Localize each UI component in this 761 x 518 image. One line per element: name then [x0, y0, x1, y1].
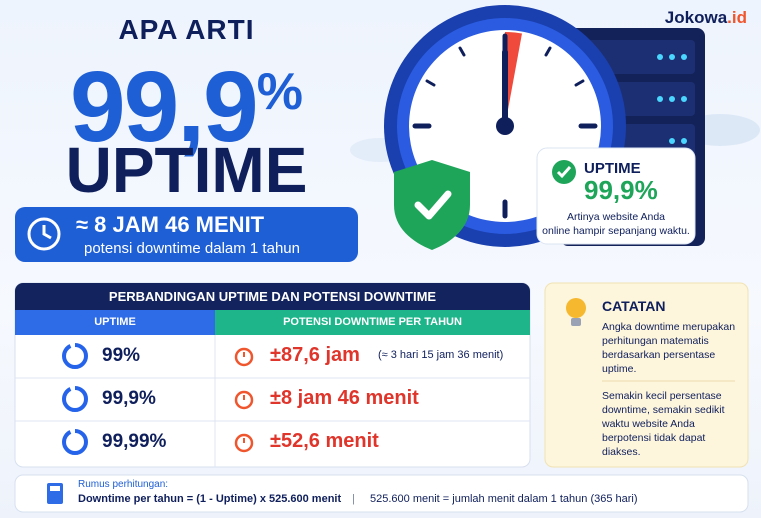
downtime-value: ±8 jam 46 menit — [270, 387, 419, 409]
led — [681, 96, 687, 102]
card-line: online hampir sepanjang waktu. — [542, 225, 690, 237]
led — [657, 96, 663, 102]
formula-explanation: 525.600 menit = jumlah menit dalam 1 tah… — [370, 493, 638, 505]
note-title: CATATAN — [602, 298, 666, 314]
formula-label: Rumus perhitungan: — [78, 479, 169, 490]
row-icons — [62, 343, 254, 455]
note-box — [544, 282, 749, 468]
header-uptime — [15, 310, 215, 335]
bulb-base — [571, 318, 581, 326]
downtime-wedge — [505, 31, 522, 127]
uptime-ring — [62, 386, 88, 412]
timer-icon — [234, 433, 254, 453]
table-title-bar — [15, 283, 530, 310]
header-downtime — [215, 310, 530, 335]
uptime-value: 99,9% — [102, 388, 156, 409]
badge-clock-icon — [27, 217, 61, 251]
clock-tick — [458, 46, 466, 57]
uptime-ring — [62, 343, 88, 369]
clock-tick — [544, 46, 552, 57]
table-header: UPTIME — [94, 316, 136, 328]
clock-center — [496, 117, 514, 135]
headline-pre: APA ARTI — [118, 14, 255, 45]
led — [657, 54, 663, 60]
card-line: Artinya website Anda — [566, 211, 666, 223]
table-header: POTENSI DOWNTIME PER TAHUN — [283, 316, 462, 328]
headline-word: UPTIME — [65, 134, 308, 206]
led — [669, 54, 675, 60]
note-paragraph: Semakin kecil persentase downtime, semak… — [602, 390, 725, 458]
shield-check — [414, 190, 452, 220]
card-text: Artinya website Anda online hampir sepanj… — [537, 210, 695, 238]
shield — [394, 160, 470, 250]
brand: Jokowa.id — [665, 8, 747, 28]
table-title: PERBANDINGAN UPTIME DAN POTENSI DOWNTIME — [108, 289, 437, 304]
led — [669, 138, 675, 144]
headline-figure: 99,9% — [15, 42, 358, 187]
led — [669, 96, 675, 102]
headline-unit: % — [256, 63, 303, 121]
formula-expression: Downtime per tahun = (1 - Uptime) x 525.… — [78, 493, 342, 505]
downtime-detail: (≈ 3 hari 15 jam 36 menit) — [378, 349, 504, 361]
formula-separator: | — [352, 493, 355, 505]
badge — [15, 207, 358, 262]
clock-tick — [574, 79, 585, 87]
note-paragraph: Angka downtime merupakan perhitungan mat… — [602, 321, 736, 375]
timer-icon — [234, 390, 254, 410]
downtime-value: ±87,6 jam — [270, 344, 360, 366]
bulb-icon — [566, 298, 586, 318]
headline-number: 99,9 — [70, 51, 259, 163]
formula-box — [14, 474, 749, 513]
badge-sub: potensi downtime dalam 1 tahun — [84, 240, 300, 257]
uptime-card — [536, 147, 696, 245]
downtime-value: ±52,6 menit — [270, 430, 379, 452]
card-value: 99,9% — [584, 175, 658, 205]
uptime-value: 99,99% — [102, 431, 167, 452]
uptime-ring — [62, 429, 88, 455]
card-check-mark — [556, 166, 572, 179]
badge-clock-hand — [42, 225, 52, 240]
clock-tick — [425, 79, 436, 87]
timer-icon — [234, 347, 254, 367]
card-label: UPTIME — [584, 160, 641, 177]
calculator-screen — [50, 486, 60, 491]
brand-suffix: .id — [727, 8, 747, 27]
badge-main: ≈ 8 JAM 46 MENIT — [76, 212, 265, 237]
led — [681, 54, 687, 60]
led — [681, 138, 687, 144]
brand-name: Jokowa — [664, 8, 728, 27]
uptime-value: 99% — [102, 345, 141, 366]
